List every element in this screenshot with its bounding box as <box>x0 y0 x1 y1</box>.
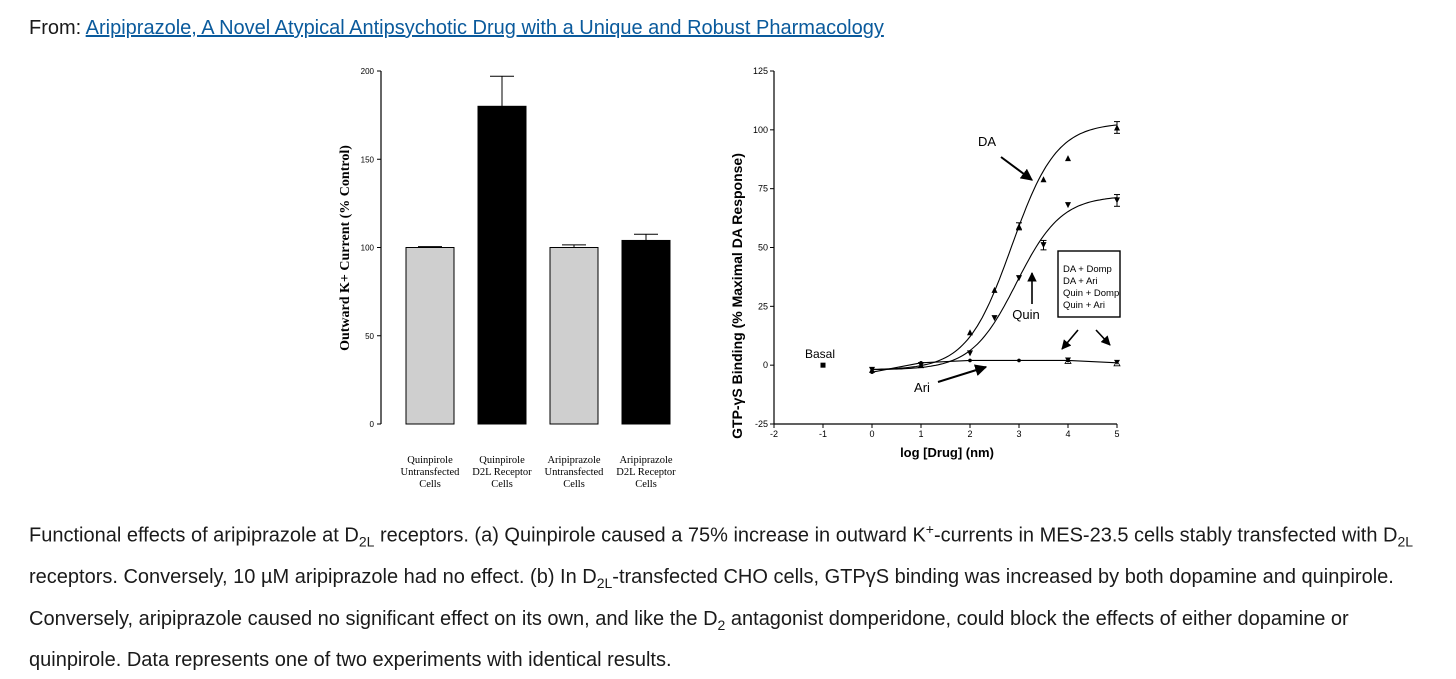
caption-sup-2: + <box>925 521 934 537</box>
bar-category-label: Cells <box>419 479 441 490</box>
article-title-link[interactable]: Aripiprazole, A Novel Atypical Antipsych… <box>85 17 884 39</box>
line-y-tick-label: -25 <box>755 419 768 429</box>
figure: Outward K+ Current (% Control) 0 50 100 150… <box>0 56 1456 506</box>
legend-da-domp: DA + Domp <box>1063 264 1112 275</box>
bar-category-label: Untransfected <box>545 467 605 478</box>
point-triangle-down <box>991 315 998 322</box>
bar-category-label: Cells <box>635 479 657 490</box>
line-x-tick-label: -1 <box>819 429 827 439</box>
caption-text-3: -currents in MES-23.5 cells stably trans… <box>933 524 1398 547</box>
caption-text-2: receptors. (a) Quinpirole caused a 75% i… <box>374 524 926 547</box>
line-y-axis-label: GTP-γS Binding (% Maximal DA Response) <box>729 153 745 439</box>
source-line: From: Aripiprazole, A Novel Atypical Ant… <box>29 14 884 42</box>
legend-quin-ari: Quin + Ari <box>1063 300 1105 311</box>
bar-y-tick-label: 50 <box>365 332 374 341</box>
arrow-legend-right <box>1095 329 1111 346</box>
point-triangle-up <box>1065 155 1071 162</box>
legend-quin-domp: Quin + Domp <box>1063 288 1119 299</box>
line-chart-panel: GTP-γS Binding (% Maximal DA Response) -… <box>729 66 1121 460</box>
bar-category-label: Cells <box>563 479 585 490</box>
point-triangle-up <box>967 329 973 336</box>
bar-category-label: Untransfected <box>401 467 461 478</box>
bar-chart-panel: Outward K+ Current (% Control) 0 50 100 150… <box>338 67 676 490</box>
caption-text-5: -transfected CHO cells, GTPγS binding wa… <box>29 566 1394 630</box>
point-triangle-down <box>1016 275 1022 282</box>
caption-text-6: antagonist domperidone, could block the … <box>29 607 1349 672</box>
point-triangle-down <box>967 350 973 357</box>
figure-caption: Functional effects of aripiprazole at D2… <box>29 512 1429 679</box>
bar-category-label: Cells <box>491 479 513 490</box>
line-x-tick-label: 5 <box>1114 429 1119 439</box>
line-x-tick-label: 0 <box>869 429 874 439</box>
line-y-tick-label: 125 <box>753 66 768 76</box>
bar-y-tick-label: 150 <box>361 155 375 164</box>
line-y-tick-label: 100 <box>753 125 768 135</box>
bar-y-tick-label: 0 <box>370 420 375 429</box>
point-square <box>820 362 826 368</box>
caption-sub-3: 2L <box>1397 533 1414 550</box>
arrow-ari <box>937 364 988 383</box>
point-triangle-up <box>1040 176 1047 183</box>
arrow-legend-left <box>1061 329 1079 350</box>
bar-category-label: Quinpirole <box>479 455 525 466</box>
bar-1 <box>405 247 455 425</box>
arrow-da <box>1000 156 1033 181</box>
curve-quin <box>872 197 1118 371</box>
bar-category-label: Quinpirole <box>407 455 453 466</box>
bar-category-label: Aripiprazole <box>547 455 600 466</box>
caption-sub-1: 2L <box>358 533 375 550</box>
point-mixed <box>1114 359 1120 365</box>
figure-svg: Outward K+ Current (% Control) 050100150… <box>338 66 1121 490</box>
bar-2 <box>477 105 527 425</box>
caption-text-4: receptors. Conversely, 10 µM aripiprazol… <box>29 566 597 589</box>
line-y-tick-label: 0 <box>763 360 768 370</box>
curve-ari <box>871 359 1118 373</box>
bar-y-tick-label: 200 <box>361 67 375 76</box>
point-mixed-overlay <box>1064 357 1072 364</box>
point-dot <box>1017 358 1021 363</box>
caption-sub-4: 2L <box>596 575 613 592</box>
from-label: From: <box>29 17 82 39</box>
line-x-tick-label: 2 <box>967 429 972 439</box>
line-y-tick-label: 50 <box>758 243 768 253</box>
legend-da-ari: DA + Ari <box>1063 276 1098 287</box>
line-x-tick-label: 4 <box>1065 429 1070 439</box>
curve-da <box>871 124 1118 370</box>
annotation-da: DA <box>978 134 996 149</box>
line-x-tick-label: 1 <box>918 429 923 439</box>
line-x-tick-label: 3 <box>1016 429 1021 439</box>
point-triangle-up <box>991 286 998 293</box>
caption-text-1: Functional effects of aripiprazole at D <box>29 524 359 547</box>
bar-4 <box>621 239 671 425</box>
bar-y-tick-label: 100 <box>361 244 375 253</box>
bar-category-label: Aripiprazole <box>619 455 672 466</box>
line-y-tick-label: 75 <box>758 184 768 194</box>
line-x-tick-label: -2 <box>770 429 778 439</box>
line-x-axis-label: log [Drug] (nm) <box>900 445 994 460</box>
bar-category-label: D2L Receptor <box>472 467 532 478</box>
annotation-basal: Basal <box>805 347 835 361</box>
annotation-ari: Ari <box>914 380 930 395</box>
point-triangle-down <box>869 366 875 373</box>
line-y-tick-label: 25 <box>758 301 768 311</box>
point-dot <box>968 358 972 363</box>
caption-sub-5: 2 <box>717 616 726 633</box>
point-dot <box>919 361 923 365</box>
point-mixed-overlay <box>1113 360 1121 367</box>
bar-3 <box>549 247 599 425</box>
point-dot <box>870 370 874 375</box>
point-mixed <box>1065 357 1071 363</box>
bar-y-axis-label: Outward K+ Current (% Control) <box>338 145 353 351</box>
annotation-quin: Quin <box>1012 307 1039 322</box>
bar-category-label: D2L Receptor <box>616 467 676 478</box>
legend-box <box>1057 250 1121 318</box>
point-triangle-down <box>1065 202 1071 209</box>
